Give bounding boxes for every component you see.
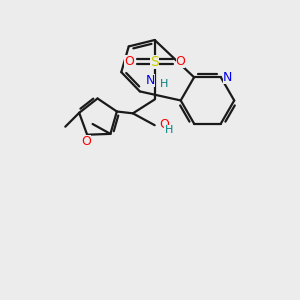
Text: S: S (150, 55, 159, 69)
Text: O: O (160, 118, 170, 131)
Text: N: N (223, 71, 232, 84)
Text: O: O (176, 55, 185, 68)
Text: N: N (146, 74, 155, 87)
Text: O: O (81, 135, 91, 148)
Text: O: O (124, 55, 134, 68)
Text: H: H (159, 79, 168, 88)
Text: H: H (164, 125, 173, 135)
